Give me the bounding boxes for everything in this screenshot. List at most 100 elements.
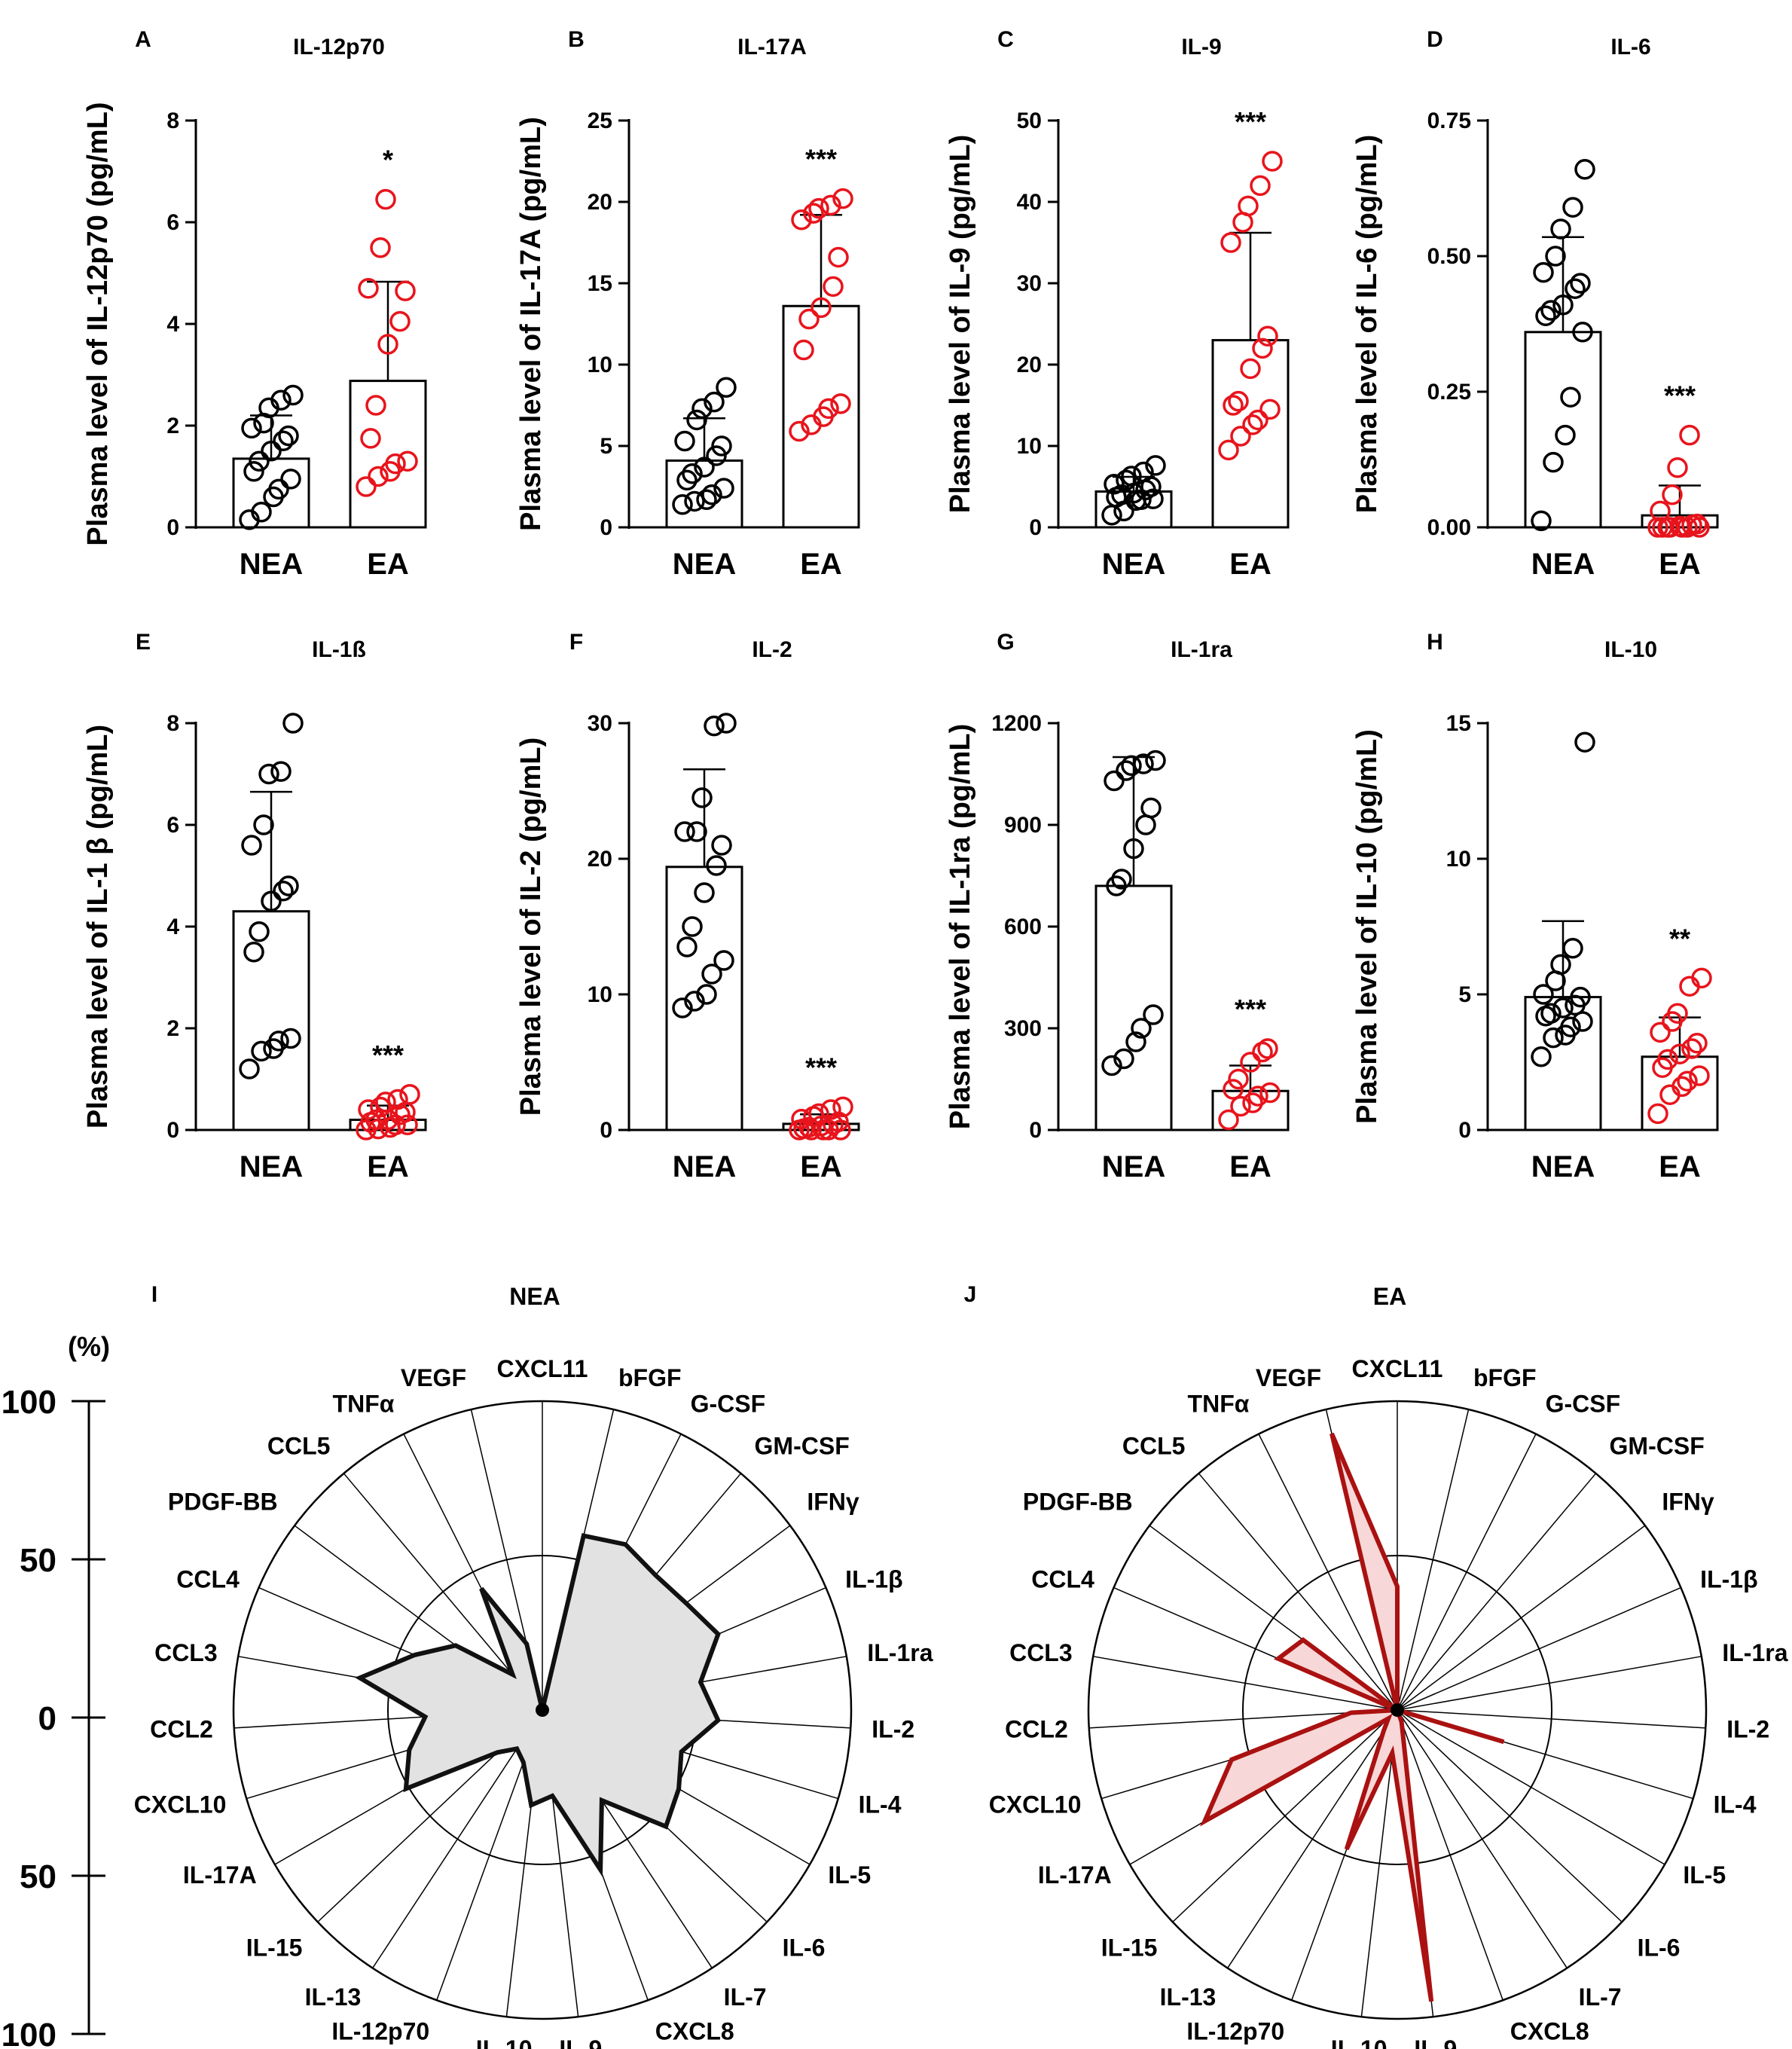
axis-label: CXCL11 bbox=[497, 1355, 588, 1382]
y-tick-label: 300 bbox=[1004, 1016, 1042, 1041]
bar-nea bbox=[1094, 884, 1173, 1131]
spoke bbox=[1397, 1709, 1504, 2001]
data-point-nea bbox=[672, 997, 693, 1018]
y-tick-label: 0 bbox=[1029, 515, 1042, 540]
chart-title: IL-1ß bbox=[312, 637, 366, 662]
radar-scale: (%) 100 50 0 50 100 bbox=[2, 1331, 110, 2049]
data-point-ea bbox=[830, 393, 851, 414]
axis-label: CCL5 bbox=[267, 1432, 331, 1459]
spoke bbox=[372, 1709, 543, 1968]
data-point-nea bbox=[1540, 1003, 1562, 1024]
axis-label: VEGF bbox=[401, 1364, 466, 1391]
axis-label: IL-4 bbox=[859, 1791, 902, 1818]
y-tick-label: 20 bbox=[1017, 353, 1042, 377]
data-point-nea bbox=[1101, 1055, 1122, 1076]
data-point-nea bbox=[1125, 1031, 1146, 1052]
y-axis-label: Plasma level of IL-9 (pg/mL) bbox=[945, 135, 976, 514]
significance-marker: *** bbox=[805, 1052, 837, 1083]
data-point-nea bbox=[1111, 484, 1132, 505]
data-point-nea bbox=[282, 384, 304, 406]
data-point-ea bbox=[397, 450, 418, 472]
axis-label: IFNγ bbox=[1662, 1488, 1714, 1515]
x-tick-label: EA bbox=[800, 548, 842, 581]
axis-label: PDGF-BB bbox=[1023, 1488, 1133, 1515]
data-point-nea bbox=[1545, 246, 1566, 267]
axis-label: IL-4 bbox=[1714, 1791, 1757, 1818]
data-point-nea bbox=[716, 377, 737, 398]
data-point-nea bbox=[258, 763, 279, 785]
data-point-nea bbox=[1104, 770, 1125, 792]
data-point-nea bbox=[1531, 1046, 1552, 1067]
axis-label: CCL4 bbox=[176, 1566, 240, 1593]
x-tick-label: NEA bbox=[1531, 1150, 1595, 1183]
data-point-ea bbox=[818, 398, 839, 420]
axis-label: IL-7 bbox=[724, 1983, 767, 2011]
data-point-ea bbox=[1240, 358, 1261, 380]
data-point-nea bbox=[1560, 1016, 1581, 1037]
data-point-ea bbox=[356, 476, 377, 497]
spoke bbox=[1397, 1709, 1706, 1729]
data-point-nea bbox=[270, 761, 292, 782]
data-point-ea bbox=[823, 276, 844, 298]
data-point-ea bbox=[1228, 390, 1249, 412]
spoke bbox=[1397, 1586, 1681, 1711]
data-point-ea bbox=[1247, 1086, 1268, 1107]
panel-e: E IL-1ß 0 2 4 6 8 Plasma level of IL-1 β (pg/mL… bbox=[82, 630, 427, 1183]
data-point-nea bbox=[249, 450, 270, 472]
y-tick-label: 5 bbox=[1458, 982, 1471, 1007]
data-point-ea bbox=[791, 209, 812, 231]
data-point-ea bbox=[1259, 399, 1281, 420]
data-point-ea bbox=[1238, 195, 1259, 217]
scale-tick-label: 100 bbox=[2, 1384, 56, 1421]
data-point-nea bbox=[686, 409, 707, 431]
x-tick-label: NEA bbox=[673, 1150, 736, 1183]
data-point-ea bbox=[1250, 175, 1271, 197]
axis-label: IL-13 bbox=[1160, 1983, 1217, 2011]
panel-letter: J bbox=[964, 1282, 977, 1307]
y-tick-label: 0.25 bbox=[1427, 380, 1471, 405]
axis-label: CCL3 bbox=[1009, 1639, 1073, 1666]
data-point-ea bbox=[1218, 1109, 1239, 1131]
y-axis-label: Plasma level of IL-2 (pg/mL) bbox=[515, 737, 547, 1116]
data-point-nea bbox=[1572, 322, 1593, 343]
center-dot bbox=[536, 1703, 549, 1717]
x-tick-label: EA bbox=[800, 1150, 842, 1183]
data-point-ea bbox=[360, 428, 381, 449]
axis-label: bFGF bbox=[1473, 1364, 1537, 1391]
y-tick-label: 0 bbox=[166, 1118, 179, 1143]
y-tick-label: 4 bbox=[166, 312, 179, 337]
y-tick-label: 1200 bbox=[991, 711, 1042, 736]
data-point-nea bbox=[1550, 218, 1571, 240]
x-tick-label: EA bbox=[1229, 1150, 1271, 1183]
data-point-ea bbox=[1259, 1082, 1281, 1104]
data-point-nea bbox=[682, 916, 703, 937]
panel-letter: H bbox=[1427, 630, 1443, 655]
data-point-ea bbox=[387, 1089, 408, 1110]
y-tick-label: 8 bbox=[166, 711, 179, 736]
axis-label: IL-15 bbox=[1101, 1934, 1158, 1962]
data-point-ea bbox=[1230, 1095, 1251, 1117]
y-tick-label: 900 bbox=[1004, 813, 1042, 838]
data-point-nea bbox=[1131, 1018, 1152, 1039]
y-tick-label: 0 bbox=[600, 515, 612, 540]
y-tick-label: 15 bbox=[1446, 711, 1471, 736]
panel-a: A IL-12p70 0 2 4 6 8 Plasma level of IL-12p70 (… bbox=[82, 27, 427, 581]
axis-label: G-CSF bbox=[1546, 1391, 1621, 1418]
chart-title: EA bbox=[1373, 1283, 1406, 1310]
panel-j: J EA CXCL11 bFGF G-CSF GM-CSF IFNγ IL-1β IL-1ra I… bbox=[964, 1282, 1788, 2049]
significance-marker: *** bbox=[1235, 994, 1266, 1024]
axis-label: CXCL10 bbox=[134, 1791, 227, 1818]
axis-label: IL-1β bbox=[845, 1566, 902, 1593]
data-point-ea bbox=[1257, 325, 1278, 347]
spoke bbox=[1198, 1473, 1398, 1711]
chart-title: IL-2 bbox=[752, 637, 792, 662]
data-point-nea bbox=[1552, 997, 1574, 1018]
axis-label: CXCL11 bbox=[1352, 1355, 1443, 1382]
data-point-nea bbox=[1574, 159, 1595, 180]
axis-label: IL-2 bbox=[1726, 1715, 1769, 1742]
scale-tick-label: 50 bbox=[20, 1542, 56, 1579]
y-axis-label: Plasma level of IL-12p70 (pg/mL) bbox=[82, 102, 114, 545]
y-tick-label: 0 bbox=[600, 1118, 612, 1143]
data-point-nea bbox=[1543, 1027, 1564, 1049]
